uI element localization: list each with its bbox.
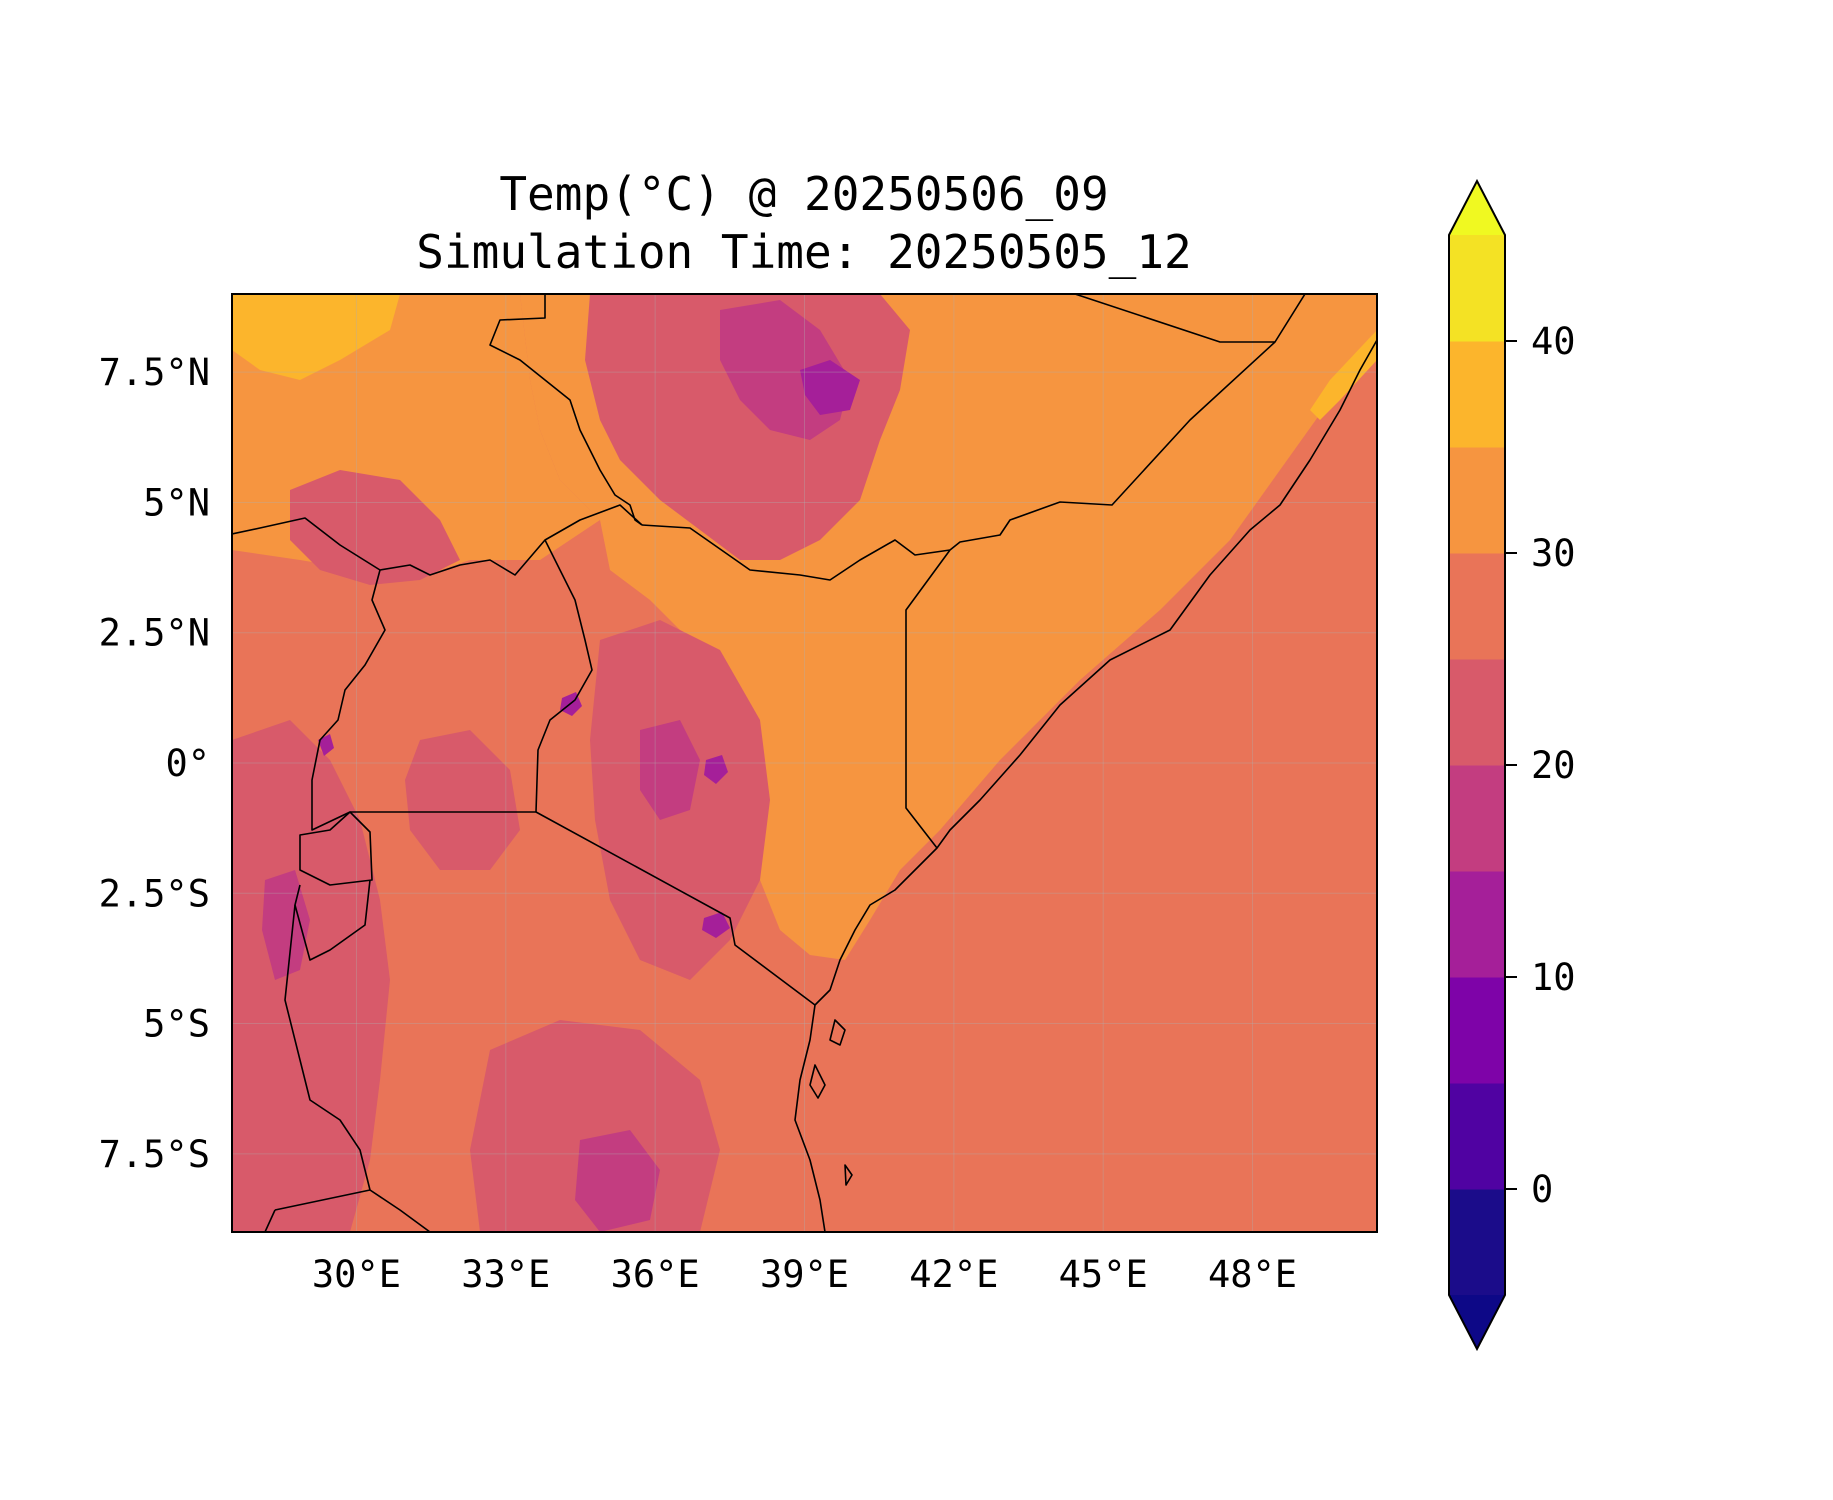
temp-region-west-highlands — [232, 720, 390, 1232]
colorbar-outline — [1448, 178, 1506, 1352]
map-area — [232, 294, 1377, 1232]
y-tick-label: 2.5°N — [99, 612, 210, 655]
colorbar-tick-label: 20 — [1531, 744, 1576, 787]
map-gridlines — [232, 294, 1377, 1232]
colorbar-over-extension — [1449, 181, 1505, 235]
x-tick-label: 36°E — [611, 1253, 700, 1296]
border-ethiopia-kenya — [641, 524, 951, 581]
y-tick-label: 7.5°S — [99, 1133, 210, 1176]
colorbar-segment — [1449, 235, 1505, 342]
colorbar-tick-label: 10 — [1531, 956, 1576, 999]
temp-region-mt-kenya-coldest — [704, 755, 728, 784]
border-uganda-kenya — [535, 539, 593, 813]
temp-region-uganda-cool — [405, 730, 520, 870]
border-malawi — [264, 1209, 276, 1232]
colorbar-segment — [1449, 1083, 1505, 1190]
x-tick-label: 33°E — [461, 1253, 550, 1296]
temp-region-rwanda-cold — [262, 870, 310, 980]
temp-region-southern-highlands — [575, 1130, 660, 1232]
colorbar-segment — [1449, 659, 1505, 766]
colorbar-tick-label: 0 — [1531, 1168, 1553, 1211]
border-kenya-tanzania — [535, 811, 816, 1006]
x-axis-ticks: 30°E 33°E 36°E 39°E 42°E 45°E 48°E — [312, 1253, 1297, 1296]
temp-region-hottest-se-horn — [1310, 330, 1377, 420]
colorbar-tick-label: 40 — [1531, 320, 1576, 363]
temp-region-south-sudan-cool — [290, 470, 460, 585]
x-tick-label: 42°E — [909, 1253, 998, 1296]
temp-region-rwenzori-coldest — [318, 734, 334, 756]
colorbar-under-extension — [1449, 1295, 1505, 1349]
colorbar-segment — [1449, 447, 1505, 554]
colorbar: 0 10 20 30 40 — [1448, 178, 1576, 1352]
border-ethiopia-somalia — [949, 294, 1306, 551]
x-tick-label: 39°E — [760, 1253, 849, 1296]
x-tick-label: 30°E — [312, 1253, 401, 1296]
coastline-pemba — [844, 1164, 853, 1186]
y-tick-label: 5°N — [143, 481, 210, 524]
colorbar-segment — [1449, 341, 1505, 448]
y-axis-ticks: 7.5°N 5°N 2.5°N 0° 2.5°S 5°S 7.5°S — [99, 351, 210, 1176]
border-south-sudan-uganda — [232, 504, 643, 576]
border-kenya-somalia — [905, 549, 951, 849]
temp-region-kilimanjaro-coldest — [702, 912, 730, 938]
y-tick-label: 7.5°N — [99, 351, 210, 394]
colorbar-segment — [1449, 977, 1505, 1084]
border-zambia-tanzania — [274, 1189, 371, 1211]
x-tick-label: 45°E — [1059, 1253, 1148, 1296]
border-south-sudan-ethiopia — [489, 294, 643, 526]
colorbar-segment — [1449, 871, 1505, 978]
x-tick-label: 48°E — [1208, 1253, 1297, 1296]
temp-region-hottest-nw — [232, 294, 400, 380]
border-burundi — [294, 879, 371, 961]
country-borders — [232, 294, 1306, 1232]
y-tick-label: 0° — [165, 742, 210, 785]
y-tick-label: 5°S — [143, 1003, 210, 1046]
coastline — [794, 339, 1377, 1232]
map-frame — [231, 293, 1378, 1233]
colorbar-tick-label: 30 — [1531, 532, 1576, 575]
coastline-east-africa — [794, 339, 1377, 1232]
temp-region-ethiopia-coldest — [800, 360, 860, 415]
border-somaliland-ethiopia — [1074, 294, 1275, 343]
map-subtitle: Simulation Time: 20250505_12 — [416, 225, 1191, 279]
border-tanzania-west — [284, 904, 431, 1232]
map-title: Temp(°C) @ 20250506_09 — [499, 167, 1108, 221]
coastline-mafia — [809, 1064, 826, 1099]
border-drc-uganda — [311, 569, 386, 831]
border-rwanda — [299, 811, 373, 886]
colorbar-segment — [1449, 553, 1505, 660]
coastline-zanzibar — [829, 1019, 846, 1046]
y-tick-label: 2.5°S — [99, 872, 210, 915]
colorbar-segment — [1449, 1189, 1505, 1296]
temp-region-kenya-highlands-cold — [640, 720, 700, 820]
colorbar-segment — [1449, 765, 1505, 872]
